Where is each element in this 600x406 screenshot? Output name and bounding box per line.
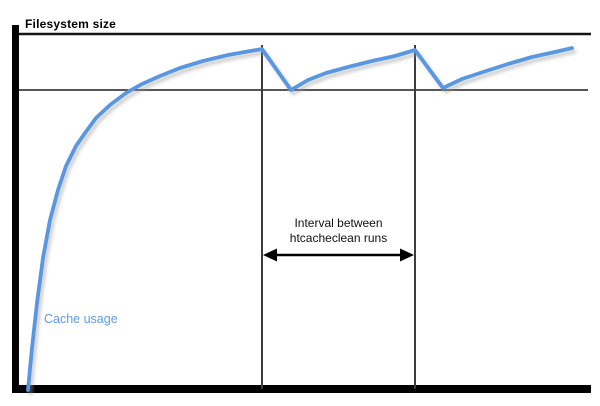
chart-title: Filesystem size: [25, 17, 117, 31]
interval-annotation-line2: htcacheclean runs: [289, 231, 388, 245]
interval-arrow: [263, 248, 414, 262]
interval-annotation: Interval between htcacheclean runs: [262, 216, 415, 246]
interval-arrowhead-left-icon: [263, 248, 277, 262]
y-axis: [12, 25, 19, 393]
x-axis: [12, 385, 591, 393]
curve-label: Cache usage: [44, 312, 118, 326]
interval-annotation-line1: Interval between: [294, 216, 383, 230]
cache-usage-curve-shadow: [28, 49, 577, 396]
interval-arrowhead-right-icon: [400, 248, 414, 262]
cache-usage-curve: [26, 46, 574, 392]
